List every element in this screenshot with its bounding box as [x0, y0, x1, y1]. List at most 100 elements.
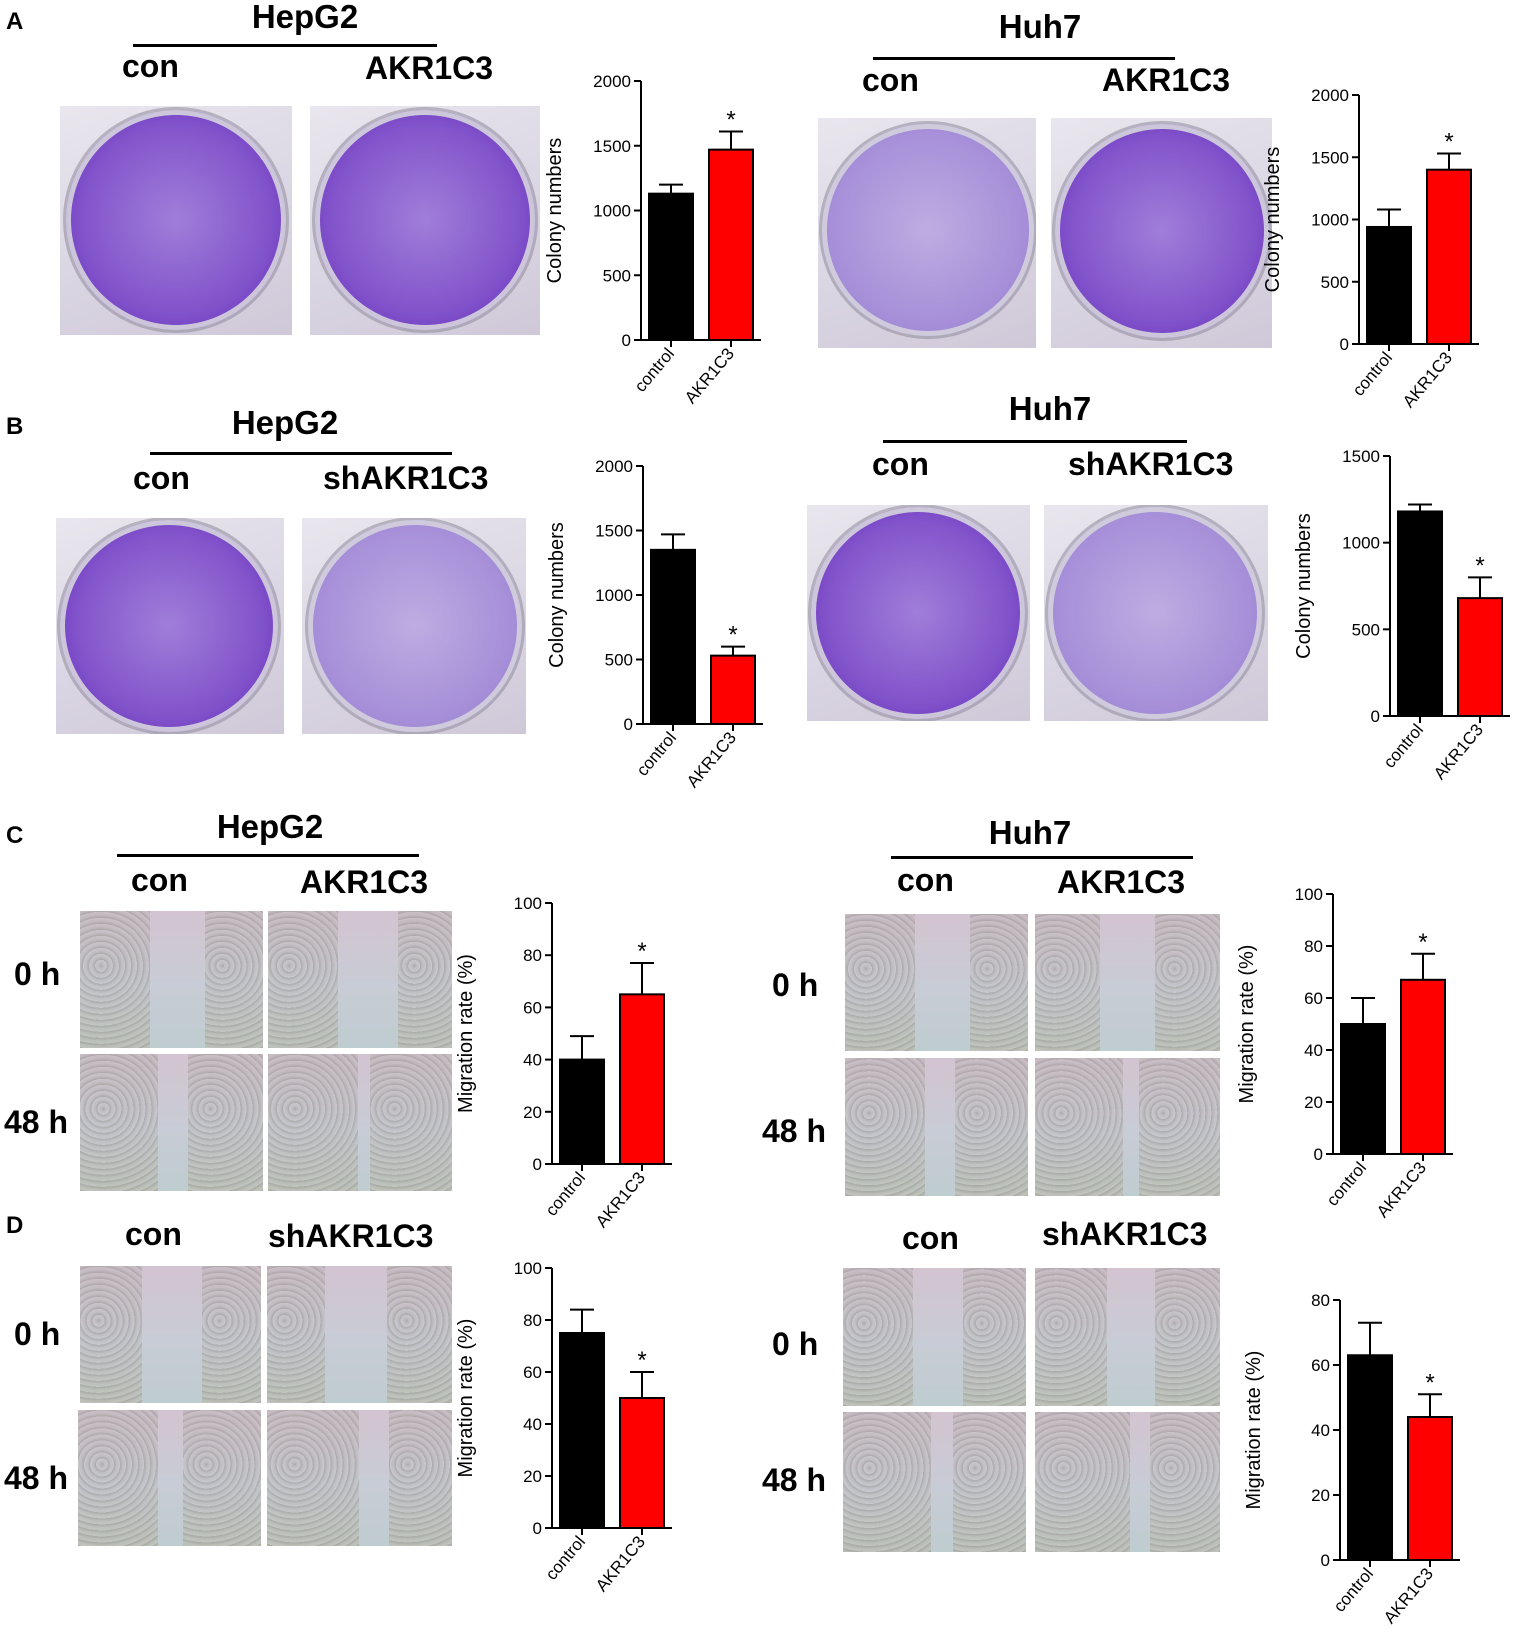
time-label-48h: 48 h — [4, 1460, 69, 1496]
significance-marker: * — [1425, 1369, 1434, 1396]
y-tick-label: 80 — [1311, 1291, 1330, 1310]
x-tick-label: control — [542, 1168, 589, 1219]
panel-letter-d: D — [6, 1212, 24, 1239]
y-tick-label: 2000 — [595, 457, 633, 476]
group-label-control: con — [897, 862, 954, 898]
y-tick-label: 1500 — [595, 522, 633, 541]
wound-image — [845, 1058, 1028, 1196]
title-underline — [117, 854, 419, 857]
bar-control — [1347, 1354, 1393, 1561]
wound-image — [267, 1410, 452, 1546]
wound-image — [80, 1054, 263, 1191]
wound-image — [268, 911, 452, 1048]
y-tick-label: 1500 — [593, 137, 631, 156]
cell-line-title: Huh7 — [1008, 390, 1092, 427]
colony-plate-image — [807, 505, 1030, 721]
x-tick-label: AKR1C3 — [1399, 348, 1456, 411]
colony-plate-image — [56, 518, 284, 734]
y-tick-label: 80 — [1304, 937, 1323, 956]
significance-marker: * — [1444, 129, 1453, 156]
y-axis-label: Migration rate (%) — [455, 1319, 477, 1478]
significance-marker: * — [728, 622, 737, 649]
x-tick-label: AKR1C3 — [681, 344, 738, 407]
wound-image — [80, 911, 263, 1048]
y-tick-label: 40 — [1311, 1421, 1330, 1440]
wound-image — [267, 1266, 452, 1403]
cell-line-title: HepG2 — [231, 404, 339, 441]
colony-dish — [308, 520, 522, 732]
y-tick-label: 0 — [1371, 707, 1380, 726]
group-label-treatment: AKR1C3 — [365, 50, 494, 86]
y-tick-label: 1000 — [595, 586, 633, 605]
y-tick-label: 60 — [523, 998, 542, 1017]
time-label-0h: 0 h — [772, 967, 819, 1003]
bar-control — [1397, 510, 1443, 718]
y-axis-label: Migration rate (%) — [455, 954, 477, 1113]
colony-plate-image — [1051, 118, 1272, 348]
y-tick-label: 60 — [1304, 989, 1323, 1008]
colony-plate-image — [60, 106, 292, 335]
y-tick-label: 1500 — [1311, 148, 1349, 167]
title-underline — [883, 440, 1187, 443]
y-tick-label: 2000 — [593, 72, 631, 91]
colony-plate-image — [302, 518, 526, 734]
group-label-control: con — [133, 460, 190, 496]
x-tick-label: control — [1330, 1564, 1377, 1615]
x-tick-label: AKR1C3 — [683, 728, 740, 791]
panel-letter-a: A — [6, 8, 24, 35]
y-tick-label: 0 — [624, 715, 633, 734]
y-tick-label: 0 — [533, 1155, 542, 1174]
y-tick-label: 0 — [533, 1519, 542, 1538]
group-label-treatment: AKR1C3 — [300, 864, 429, 900]
title-underline — [873, 57, 1175, 60]
bar-control — [559, 1332, 605, 1529]
group-label-treatment: shAKR1C3 — [323, 460, 489, 496]
wound-image — [1035, 914, 1220, 1051]
panel-letter-c: C — [6, 822, 24, 849]
colony-dish — [60, 520, 278, 732]
bar-akr1c3 — [1457, 597, 1503, 718]
significance-marker: * — [1418, 929, 1427, 956]
y-tick-label: 100 — [514, 894, 542, 913]
colony-dish — [1055, 124, 1269, 338]
y-tick-label: 1500 — [1342, 447, 1380, 466]
y-tick-label: 0 — [1340, 335, 1349, 354]
wound-image — [1035, 1268, 1220, 1406]
title-underline — [150, 452, 452, 455]
colony-dish — [315, 110, 535, 330]
wound-image — [843, 1268, 1026, 1406]
y-tick-label: 500 — [603, 266, 631, 285]
y-tick-label: 80 — [523, 946, 542, 965]
x-tick-label: AKR1C3 — [592, 1532, 649, 1595]
group-label-treatment: shAKR1C3 — [1068, 446, 1234, 482]
y-tick-label: 0 — [1321, 1551, 1330, 1570]
time-label-0h: 0 h — [772, 1326, 819, 1362]
y-axis-label: Colony numbers — [544, 138, 566, 284]
wound-image — [845, 914, 1028, 1051]
y-axis-label: Colony numbers — [1262, 147, 1284, 293]
y-tick-label: 20 — [523, 1467, 542, 1486]
wound-image — [268, 1054, 452, 1191]
time-label-48h: 48 h — [762, 1462, 827, 1498]
wound-image — [78, 1410, 261, 1546]
cell-line-title: HepG2 — [216, 808, 324, 845]
y-tick-label: 40 — [523, 1415, 542, 1434]
x-tick-label: control — [1349, 348, 1396, 399]
wound-image — [1035, 1412, 1220, 1552]
significance-marker: * — [637, 938, 646, 965]
x-tick-label: AKR1C3 — [592, 1168, 649, 1231]
group-label-control: con — [902, 1220, 959, 1256]
title-underline — [891, 856, 1193, 859]
y-tick-label: 0 — [1314, 1145, 1323, 1164]
group-label-treatment: AKR1C3 — [1057, 864, 1186, 900]
bar-akr1c3 — [1426, 168, 1472, 345]
x-tick-label: control — [542, 1532, 589, 1583]
y-tick-label: 20 — [1311, 1486, 1330, 1505]
title-underline — [133, 44, 437, 47]
x-tick-label: AKR1C3 — [1430, 720, 1487, 783]
cell-line-title: Huh7 — [998, 8, 1082, 45]
group-label-control: con — [862, 62, 919, 98]
group-label-control: con — [125, 1216, 182, 1252]
y-tick-label: 80 — [523, 1311, 542, 1330]
